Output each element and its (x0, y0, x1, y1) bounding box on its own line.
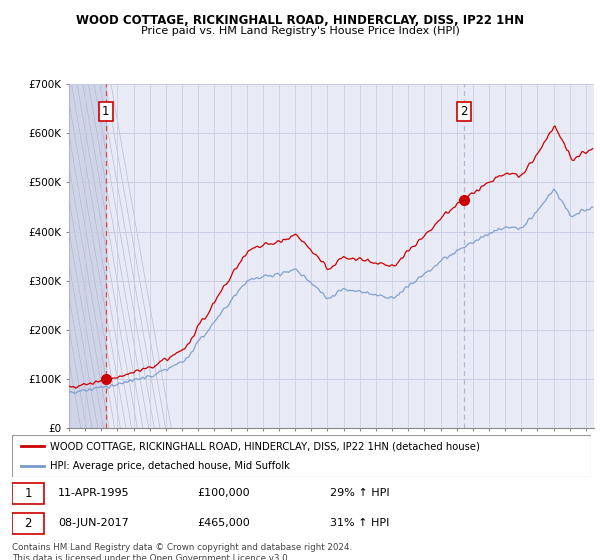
Text: Contains HM Land Registry data © Crown copyright and database right 2024.
This d: Contains HM Land Registry data © Crown c… (12, 543, 352, 560)
Text: HPI: Average price, detached house, Mid Suffolk: HPI: Average price, detached house, Mid … (50, 461, 290, 471)
Text: Price paid vs. HM Land Registry's House Price Index (HPI): Price paid vs. HM Land Registry's House … (140, 26, 460, 36)
Text: 11-APR-1995: 11-APR-1995 (58, 488, 130, 498)
Text: 1: 1 (24, 487, 32, 500)
Text: 1: 1 (102, 105, 110, 118)
Text: 29% ↑ HPI: 29% ↑ HPI (331, 488, 390, 498)
Text: 2: 2 (24, 517, 32, 530)
Text: £465,000: £465,000 (197, 519, 250, 529)
Text: 08-JUN-2017: 08-JUN-2017 (58, 519, 129, 529)
Bar (12, 483, 44, 503)
Text: WOOD COTTAGE, RICKINGHALL ROAD, HINDERCLAY, DISS, IP22 1HN: WOOD COTTAGE, RICKINGHALL ROAD, HINDERCL… (76, 14, 524, 27)
Text: 2: 2 (460, 105, 467, 118)
Text: £100,000: £100,000 (197, 488, 250, 498)
Bar (12, 513, 44, 534)
Text: WOOD COTTAGE, RICKINGHALL ROAD, HINDERCLAY, DISS, IP22 1HN (detached house): WOOD COTTAGE, RICKINGHALL ROAD, HINDERCL… (50, 441, 479, 451)
Text: 31% ↑ HPI: 31% ↑ HPI (331, 519, 390, 529)
